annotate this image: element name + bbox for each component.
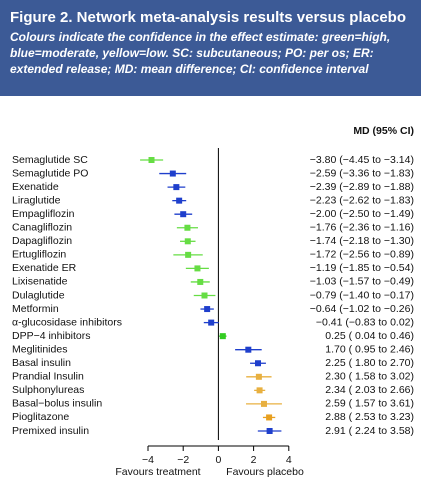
point-estimate	[197, 278, 204, 285]
point-estimate	[201, 292, 208, 299]
value-label: −2.23 (−2.62 to −1.83)	[310, 194, 414, 206]
point-estimate	[184, 238, 191, 245]
point-estimate	[173, 184, 180, 191]
point-estimate	[180, 211, 187, 218]
point-estimate	[176, 197, 183, 204]
row-label: Lixisenatide	[12, 276, 68, 288]
value-label: −2.00 (−2.50 to −1.49)	[310, 208, 414, 220]
row-label: α-glucosidase inhibitors	[12, 316, 122, 328]
point-estimate	[255, 360, 261, 367]
row-label: Canagliflozin	[12, 222, 72, 234]
title: Figure 2. Network meta-analysis results …	[10, 9, 406, 26]
value-label: 2.30 ( 1.58 to 3.02)	[325, 371, 414, 383]
row-label: Pioglitazone	[12, 411, 69, 423]
value-label: −1.74 (−2.18 to −1.30)	[310, 235, 414, 247]
x-tick-label: 0	[215, 454, 221, 466]
point-estimate	[184, 224, 191, 231]
row-label: Basal insulin	[12, 357, 71, 369]
row-label: Semaglutide PO	[12, 167, 88, 179]
point-estimate	[208, 319, 215, 326]
value-label: 2.25 ( 1.80 to 2.70)	[325, 357, 414, 369]
subtitle: Colours indicate the confidence in the e…	[10, 30, 391, 76]
x-tick-label: 4	[286, 454, 292, 466]
point-estimate	[255, 373, 262, 380]
value-label: 1.70 ( 0.95 to 2.46)	[325, 343, 414, 355]
point-estimate	[256, 387, 263, 394]
x-tick-label: 2	[251, 454, 257, 466]
value-label: 2.91 ( 2.24 to 3.58)	[325, 425, 414, 437]
point-estimate	[266, 428, 273, 434]
row-label: Sulphonylureas	[12, 384, 84, 396]
point-estimate	[204, 306, 211, 313]
value-label: −3.80 (−4.45 to −3.14)	[310, 154, 414, 166]
value-label: −2.59 (−3.36 to −1.83)	[310, 167, 414, 179]
value-label: −1.03 (−1.57 to −0.49)	[310, 276, 414, 288]
row-label: DPP−4 inhibitors	[12, 330, 91, 342]
row-label: Liraglutide	[12, 194, 61, 206]
row-label: Metformin	[12, 303, 59, 315]
value-label: −0.79 (−1.40 to −0.17)	[310, 289, 414, 301]
row-label: Basal−bolus insulin	[12, 398, 102, 410]
point-estimate	[194, 265, 201, 272]
row-label: Premixed insulin	[12, 425, 89, 437]
value-label: 0.25 ( 0.04 to 0.46)	[325, 330, 414, 342]
value-label: −1.19 (−1.85 to −0.54)	[310, 262, 414, 274]
row-label: Exenatide	[12, 181, 59, 193]
row-label: Ertugliflozin	[12, 249, 66, 261]
row-label: Dulaglutide	[12, 289, 65, 301]
point-estimate	[185, 251, 192, 258]
row-label: Prandial Insulin	[12, 371, 84, 383]
point-estimate	[169, 170, 176, 177]
row-label: Exenatide ER	[12, 262, 77, 274]
value-label: −1.76 (−2.36 to −1.16)	[310, 222, 414, 234]
x-label-left: Favours treatment	[115, 466, 200, 478]
x-label-right: Favours placebo	[226, 466, 304, 478]
header: Figure 2. Network meta-analysis results …	[0, 0, 421, 96]
row-label: Dapagliflozin	[12, 235, 72, 247]
point-estimate	[260, 400, 267, 407]
row-label: Meglitinides	[12, 343, 67, 355]
point-estimate	[219, 333, 226, 340]
value-label: −2.39 (−2.89 to −1.88)	[310, 181, 414, 193]
value-label: −0.64 (−1.02 to −0.26)	[310, 303, 414, 315]
value-label: 2.88 ( 2.53 to 3.23)	[325, 411, 414, 423]
point-estimate	[266, 414, 273, 421]
x-tick-label: −4	[142, 454, 154, 466]
point-estimate	[245, 346, 252, 353]
row-label: Empagliflozin	[12, 208, 75, 220]
value-label: 2.34 ( 2.03 to 2.66)	[325, 384, 414, 396]
value-label: −1.72 (−2.56 to −0.89)	[310, 249, 414, 261]
value-label: −0.41 (−0.83 to 0.02)	[316, 316, 414, 328]
value-label: 2.59 ( 1.57 to 3.61)	[325, 398, 414, 410]
point-estimate	[148, 157, 155, 163]
column-title: MD (95% CI)	[353, 125, 414, 137]
x-tick-label: −2	[177, 454, 189, 466]
row-label: Semaglutide SC	[12, 154, 88, 166]
